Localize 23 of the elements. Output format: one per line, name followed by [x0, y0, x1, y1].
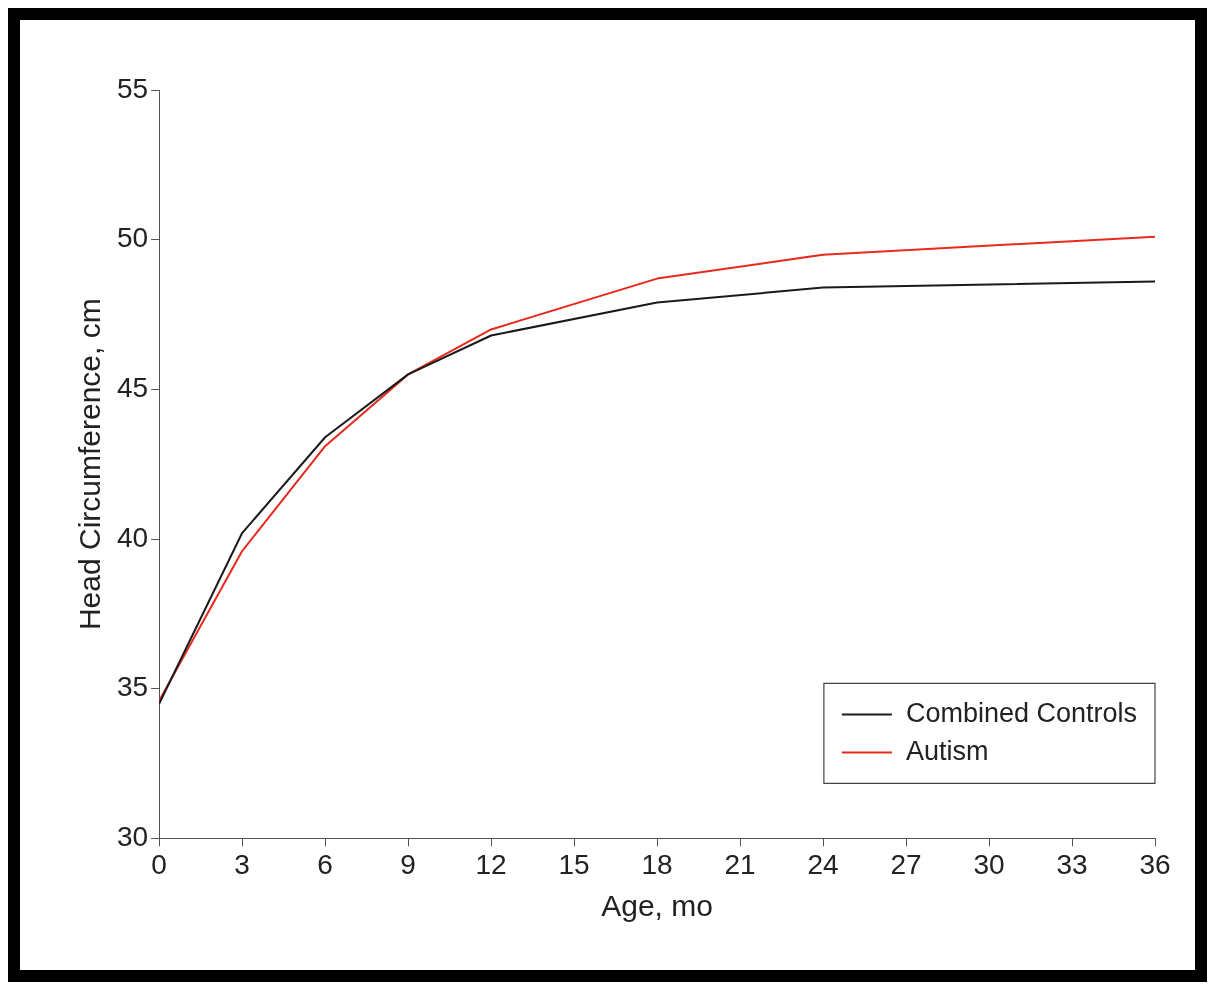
legend-label: Combined Controls	[905, 697, 1137, 728]
y-tick-label: 55	[116, 72, 149, 104]
y-tick-label: 45	[116, 372, 149, 404]
y-tick-label: 50	[116, 222, 149, 254]
x-tick-label: 24	[807, 848, 839, 880]
x-axis-title: Age, mo	[601, 889, 713, 923]
x-tick-label: 21	[724, 848, 756, 880]
x-tick-label: 18	[641, 848, 673, 880]
x-tick-label: 27	[890, 848, 922, 880]
y-axis-title: Head Circumference, cm	[73, 298, 107, 631]
y-tick-label: 40	[116, 521, 149, 553]
x-tick-label: 3	[234, 848, 250, 880]
x-tick-label: 9	[400, 848, 416, 880]
x-tick-label: 0	[151, 848, 167, 880]
x-tick-label: 30	[973, 848, 1005, 880]
x-tick-label: 36	[1139, 848, 1171, 880]
x-tick-label: 15	[558, 848, 590, 880]
legend-label: Autism	[905, 735, 989, 766]
x-tick-label: 33	[1056, 848, 1088, 880]
x-tick-label: 12	[475, 848, 507, 880]
x-tick-label: 6	[317, 848, 333, 880]
y-tick-label: 30	[116, 821, 149, 853]
y-tick-label: 35	[116, 671, 149, 703]
